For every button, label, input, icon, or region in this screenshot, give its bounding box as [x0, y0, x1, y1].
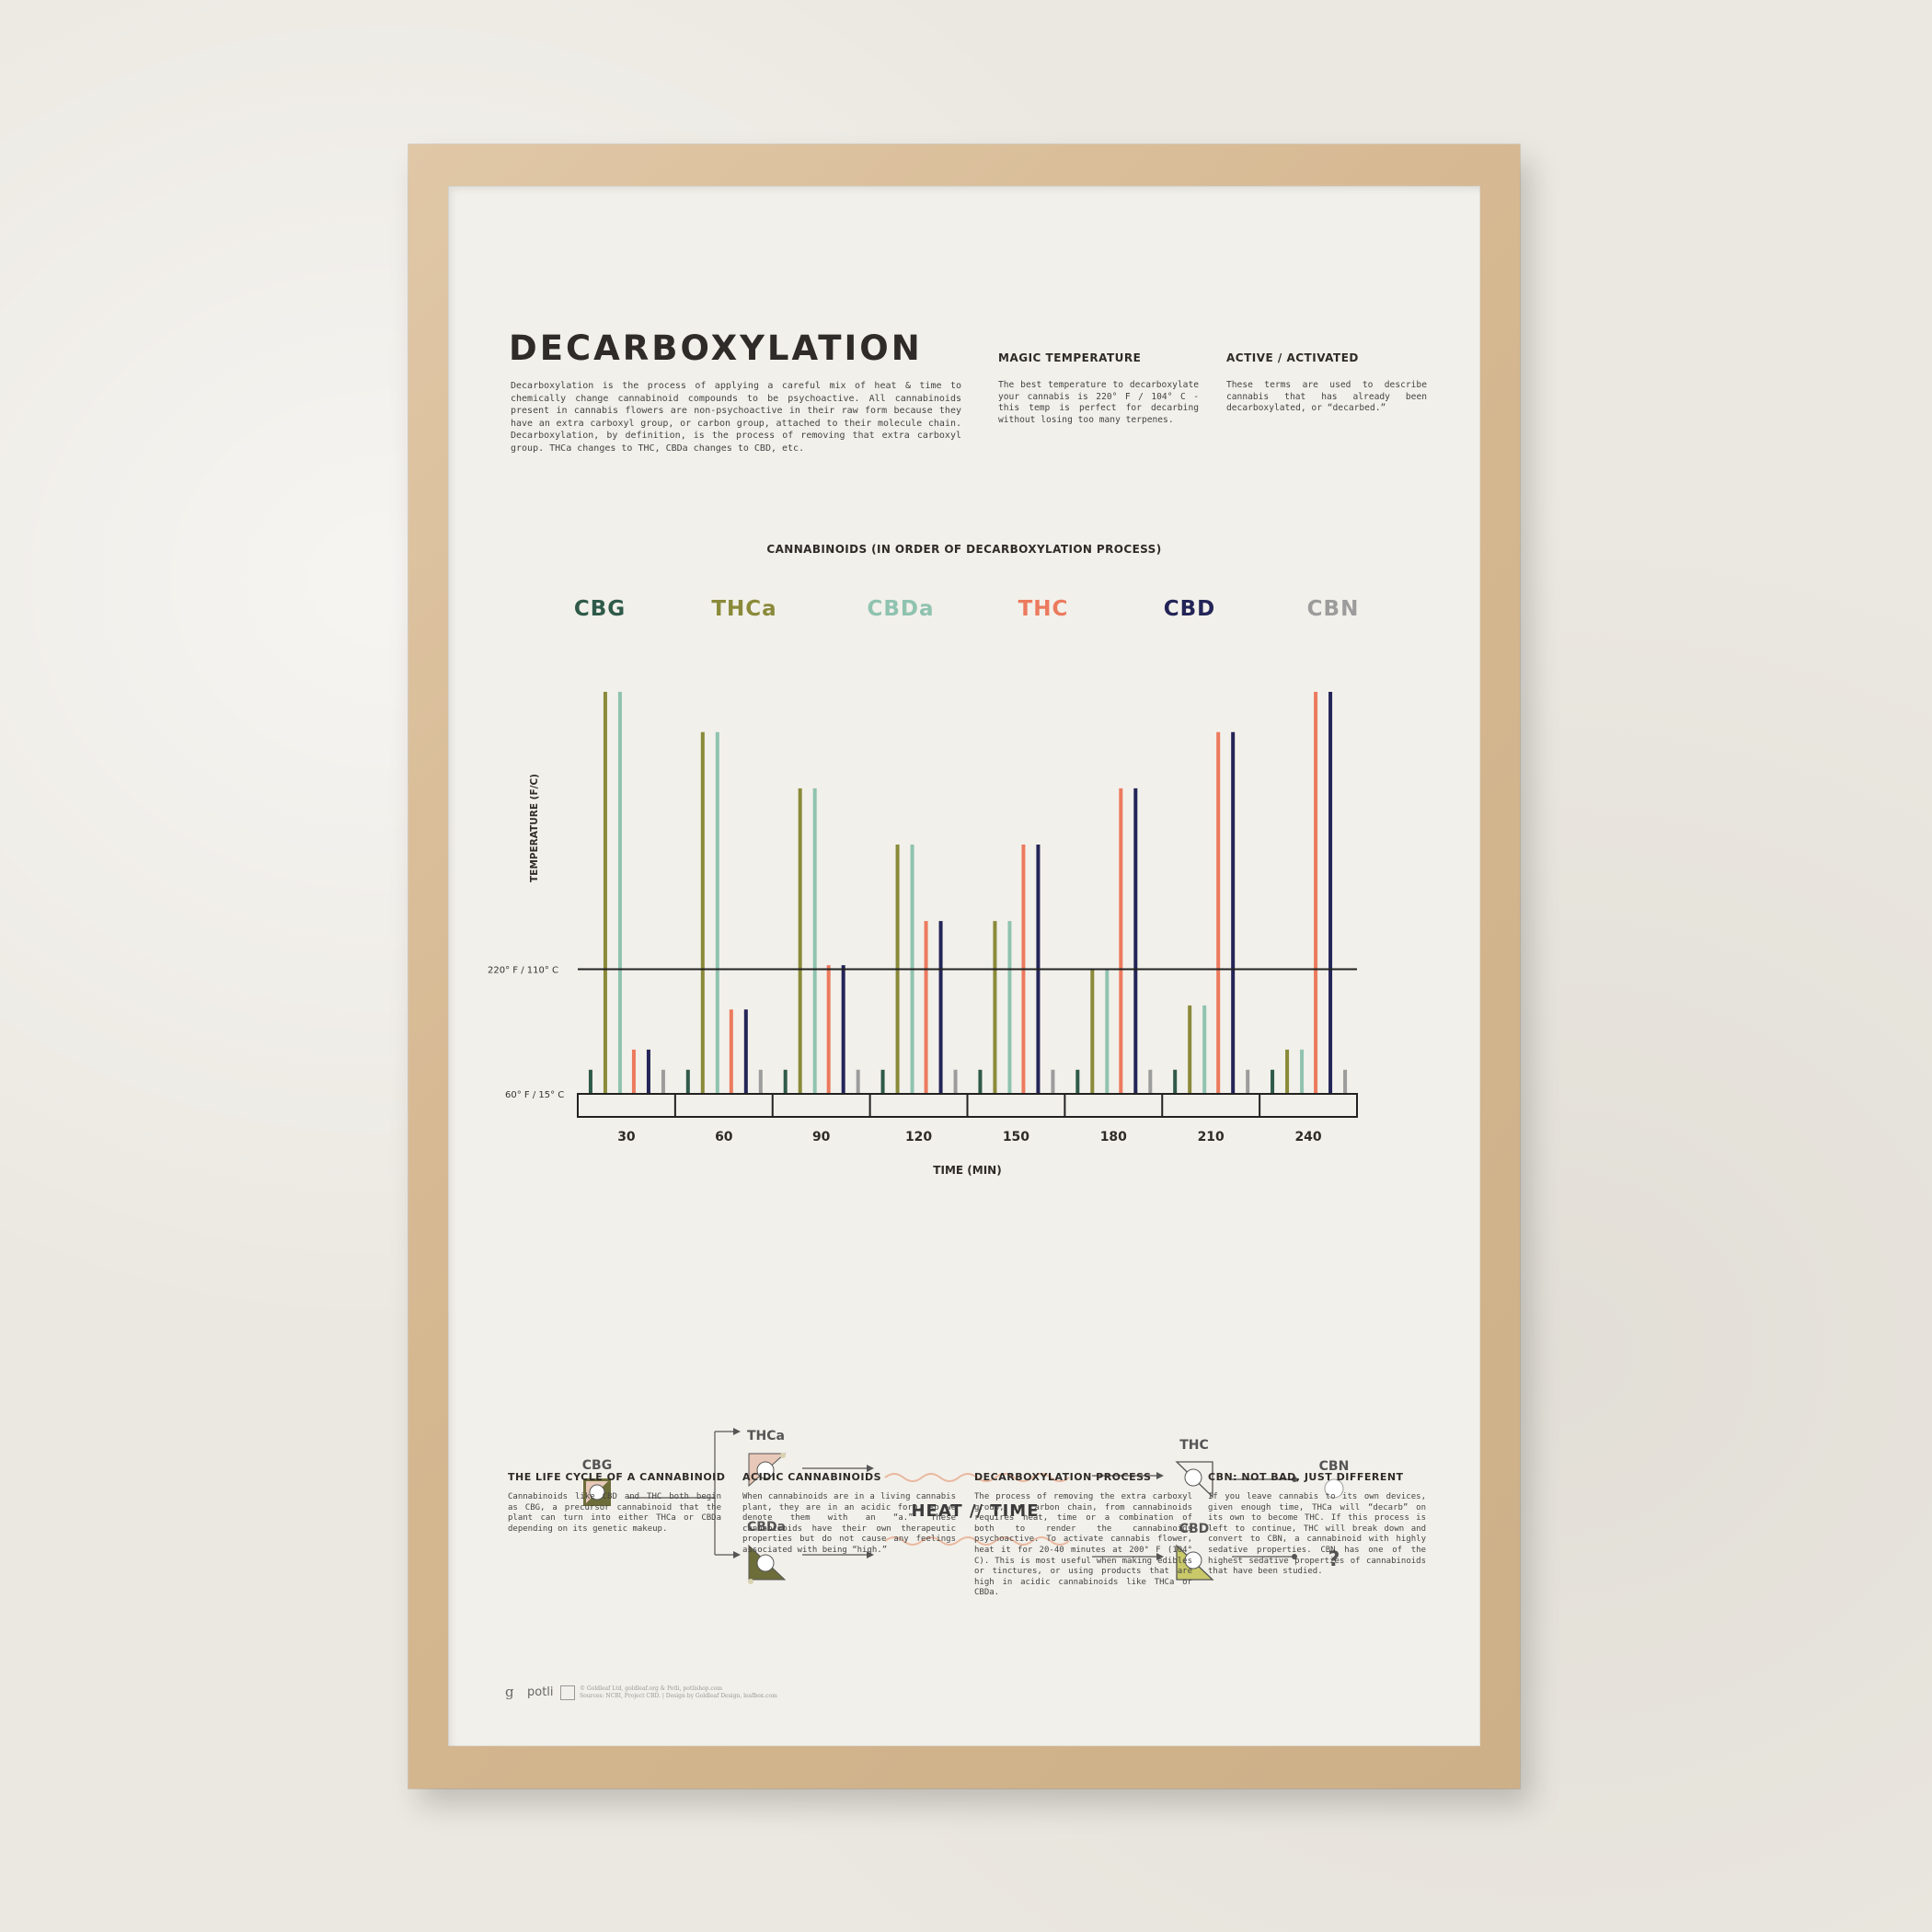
legend-item-cbg: CBG: [574, 597, 626, 621]
bottom-heading-acidic: ACIDIC CANNABINOIDS: [742, 1471, 881, 1483]
bottom-heading-cbn: CBN: NOT BAD, JUST DIFFERENT: [1208, 1471, 1404, 1483]
arrowhead-thca: [733, 1428, 741, 1435]
tick-label-150: 150: [1003, 1130, 1029, 1144]
footer-logo-box-icon: [560, 1685, 575, 1700]
lifecycle-diagram: CBG THCa CBDa HEAT // TIME: [582, 1428, 1350, 1584]
legend-item-cbn: CBN: [1307, 597, 1360, 621]
cbg-icon: [583, 1478, 611, 1506]
bottom-text-lifecycle: Cannabinoids like CBD and THC both begin…: [508, 1492, 721, 1534]
tick-label-90: 90: [812, 1130, 831, 1144]
heat-time-label: HEAT // TIME: [911, 1501, 1039, 1521]
thca-icon: [748, 1453, 787, 1488]
cbda-icon: [748, 1544, 787, 1584]
cbn-icon: [1324, 1478, 1344, 1499]
note-text-active: These terms are used to describe cannabi…: [1226, 380, 1427, 414]
x-axis-label: TIME (MIN): [933, 1164, 1001, 1177]
bottom-text-process: The process of removing the extra carbox…: [974, 1492, 1192, 1598]
note-heading-active: ACTIVE / ACTIVATED: [1226, 351, 1359, 364]
decarb-chart: CBG THCa CBDa THC CBD CBN 30 60 90 120 150 180 210 2…: [488, 597, 1360, 1177]
arrow-dot-unknown: [1292, 1554, 1297, 1559]
tick-label-210: 210: [1198, 1130, 1225, 1144]
tick-label-60: 60: [715, 1130, 733, 1144]
bottom-heading-process: DECARBOXYLATION PROCESS: [974, 1471, 1152, 1483]
legend-item-thca: THCa: [711, 597, 776, 621]
arrow-dot-cbn: [1292, 1477, 1297, 1482]
legend: CBG THCa CBDa THC CBD CBN: [574, 597, 1360, 621]
reference-label: 220° F / 110° C: [488, 966, 558, 976]
x-axis: 30 60 90 120 150 180 210 240: [577, 1093, 1358, 1144]
poster-title: DECARBOXYLATION: [509, 328, 923, 368]
arrowhead-cbda: [733, 1551, 741, 1558]
arrowhead-heat-bottom: [867, 1551, 874, 1558]
diagram-cbd-label: CBD: [1179, 1522, 1210, 1536]
diagram-cbg-label: CBG: [582, 1458, 612, 1473]
bars: [588, 692, 1348, 1094]
diagram-thca-label: THCa: [747, 1429, 785, 1443]
intro-text: Decarboxylation is the process of applyi…: [511, 381, 961, 454]
tick-label-240: 240: [1294, 1130, 1321, 1144]
thc-icon: [1175, 1461, 1213, 1499]
note-heading-magic-temperature: MAGIC TEMPERATURE: [998, 351, 1142, 364]
heat-wave-bottom: [884, 1536, 1070, 1546]
bottom-heading-lifecycle: THE LIFE CYCLE OF A CANNABINOID: [508, 1471, 726, 1483]
tick-label-30: 30: [617, 1130, 636, 1144]
arrowhead-thc: [1156, 1472, 1164, 1479]
y-axis-label: TEMPERATURE (F/C): [529, 774, 540, 882]
poster: DECARBOXYLATION Decarboxylation is the p…: [448, 186, 1480, 1746]
baseline-label: 60° F / 15° C: [505, 1090, 564, 1100]
note-text-magic-temperature: The best temperature to decarboxylate yo…: [998, 380, 1199, 425]
tick-label-120: 120: [905, 1130, 932, 1144]
diagram-unknown-label: ?: [1328, 1548, 1340, 1571]
legend-item-cbd: CBD: [1164, 597, 1216, 621]
diagram-cbda-label: CBDa: [747, 1520, 786, 1535]
arrowhead-heat-top: [867, 1465, 874, 1472]
diagram-cbn-label: CBN: [1319, 1459, 1350, 1474]
bottom-text-acidic: When cannabinoids are in a living cannab…: [742, 1492, 956, 1555]
heat-wave-top: [884, 1473, 1070, 1482]
bottom-text-cbn: If you leave cannabis to its own devices…: [1208, 1492, 1426, 1577]
arrowhead-cbd: [1156, 1553, 1164, 1560]
footer-logo-potli: potli: [527, 1685, 554, 1699]
footer-line-1: © Goldleaf Ltd, goldleaf.org & Potli, po…: [580, 1685, 723, 1692]
diagram-thc-label: THC: [1179, 1438, 1209, 1453]
footer-logo-g: g: [505, 1684, 514, 1700]
legend-title: CANNABINOIDS (IN ORDER OF DECARBOXYLATIO…: [766, 543, 1162, 556]
cbd-icon: [1176, 1544, 1214, 1581]
footer-line-2: Sources: NCBI, Project CBD. | Design by …: [580, 1693, 777, 1699]
tick-label-180: 180: [1100, 1130, 1127, 1144]
legend-item-thc: THC: [1018, 597, 1069, 621]
legend-item-cbda: CBDa: [867, 597, 934, 621]
